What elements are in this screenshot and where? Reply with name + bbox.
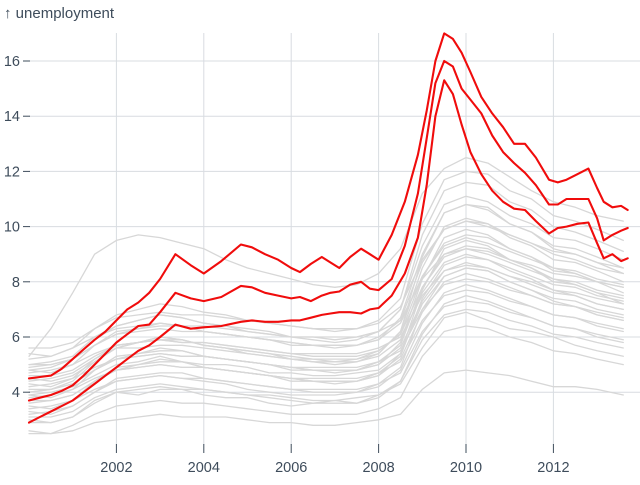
background-line (28, 248, 624, 357)
background-line (28, 195, 624, 366)
background-line (28, 203, 624, 374)
x-tick-label: 2002 (100, 460, 132, 476)
y-tick-label: 8 (12, 275, 20, 291)
background-line (28, 311, 624, 424)
background-line (28, 278, 624, 388)
series-layer (27, 32, 629, 435)
y-tick-label: 6 (12, 330, 20, 346)
background-line (28, 294, 624, 424)
background-line (28, 325, 624, 435)
background-line (28, 253, 624, 382)
background-line (28, 369, 624, 435)
background-line (28, 264, 624, 374)
background-line (28, 156, 624, 357)
background-line (28, 308, 624, 418)
x-tick-label: 2010 (450, 460, 482, 476)
background-line (28, 217, 624, 388)
y-axis-title: ↑ unemployment (4, 5, 115, 22)
background-line (28, 283, 624, 415)
y-tick-label: 14 (4, 109, 20, 125)
highlighted-line-michigan-division-c (27, 79, 629, 424)
x-tick-label: 2006 (275, 460, 307, 476)
background-line (28, 289, 624, 399)
background-line (28, 300, 624, 410)
background-line (28, 236, 624, 366)
y-tick-label: 12 (4, 164, 20, 180)
axis-layer: 4 6 8 10 12 14 16 2002 2004 2006 2008 2010 2012 (4, 54, 570, 476)
x-tick-label: 2012 (537, 460, 569, 476)
highlighted-line-michigan-division-a (27, 32, 629, 380)
x-tick-label: 2004 (188, 460, 220, 476)
background-line (28, 170, 624, 360)
y-tick-label: 16 (4, 54, 20, 70)
y-tick-label: 10 (4, 220, 20, 236)
background-line (28, 267, 624, 396)
y-tick-label: 4 (12, 385, 20, 401)
x-tick-label: 2008 (362, 460, 394, 476)
grid-layer (29, 33, 640, 445)
highlighted-line-michigan-division-b (27, 59, 629, 402)
background-line (28, 220, 624, 349)
